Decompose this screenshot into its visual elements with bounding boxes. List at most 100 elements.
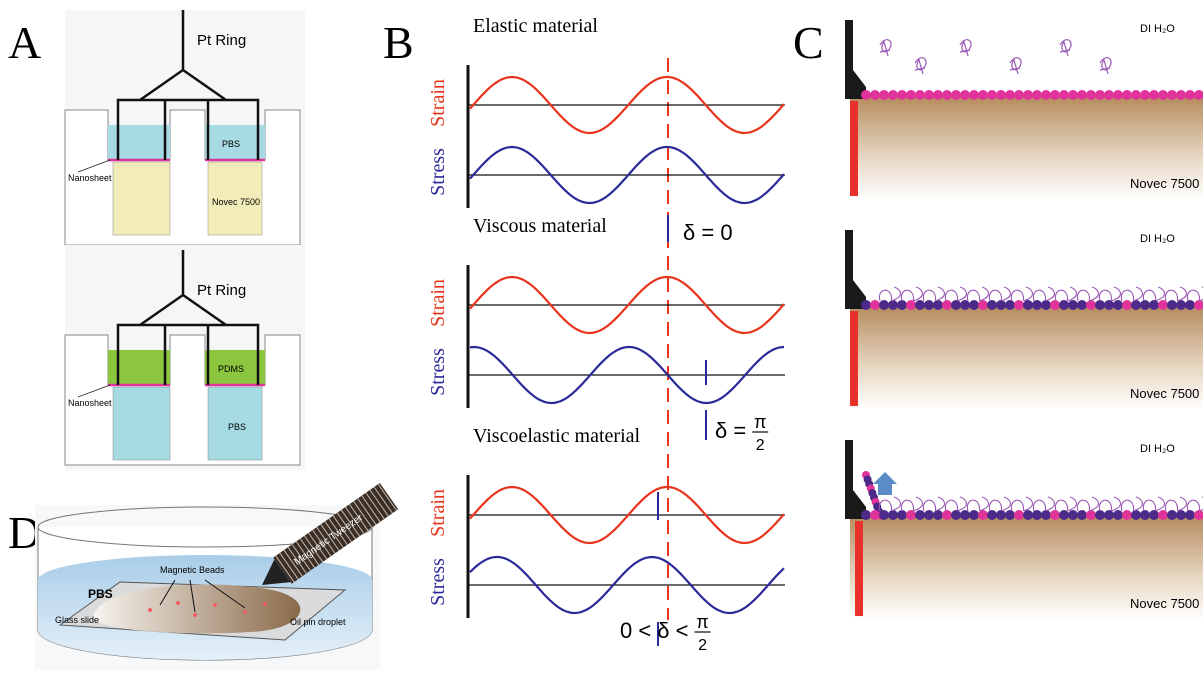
strain-label: Strain	[427, 489, 449, 537]
bead	[1095, 510, 1105, 520]
bead	[1131, 300, 1141, 310]
polymer	[1165, 497, 1186, 511]
bead	[987, 90, 997, 100]
row-title: Viscoelastic material	[473, 425, 641, 447]
polymer	[1060, 40, 1071, 56]
liquid-label: PBS	[222, 139, 240, 149]
medium-label: PBS	[88, 587, 113, 601]
bead	[888, 90, 898, 100]
bead	[1140, 300, 1150, 310]
bead	[1104, 90, 1114, 100]
liquid-label: PBS	[228, 422, 246, 432]
bead	[1095, 300, 1105, 310]
bead	[897, 300, 907, 310]
bead	[1158, 90, 1168, 100]
bead	[996, 510, 1006, 520]
polymer	[1165, 287, 1186, 301]
bead	[915, 300, 925, 310]
bead	[1104, 510, 1114, 520]
bead	[1059, 510, 1069, 520]
bead	[870, 300, 880, 310]
bead	[1041, 510, 1051, 520]
bead	[1149, 90, 1159, 100]
bead	[906, 90, 916, 100]
polymer	[923, 287, 944, 301]
bead	[1140, 510, 1150, 520]
liquid-label: PDMS	[218, 364, 244, 374]
polymer	[1055, 497, 1076, 511]
polymer	[1099, 497, 1120, 511]
probe	[845, 230, 866, 309]
phase-numerator: π	[754, 412, 766, 432]
polymer	[1099, 287, 1120, 301]
bead	[1104, 300, 1114, 310]
bead	[879, 300, 889, 310]
lower-label: Novec 7500	[1130, 596, 1199, 611]
figure: A Pt Ring PBS Nanosheet Novec 7500 Pt Ri…	[0, 0, 1203, 684]
ring-label: Pt Ring	[197, 282, 246, 299]
probe	[845, 20, 866, 99]
bead	[861, 510, 871, 520]
bead	[1185, 510, 1195, 520]
bead	[1086, 510, 1096, 520]
bead	[1131, 510, 1141, 520]
polymer	[1077, 497, 1098, 511]
liquid-label: Novec 7500	[212, 197, 260, 207]
beads-label: Magnetic Beads	[160, 565, 225, 575]
bead	[1176, 90, 1186, 100]
bead	[1068, 300, 1078, 310]
bead	[1158, 510, 1168, 520]
lower-label: Novec 7500	[1130, 176, 1199, 191]
phase-label: 0 < δ <	[620, 618, 689, 643]
bead	[1023, 300, 1033, 310]
bead	[996, 90, 1006, 100]
bead	[1176, 510, 1186, 520]
stress-label: Stress	[427, 558, 449, 606]
polymer	[1011, 497, 1032, 511]
bead	[978, 300, 988, 310]
bead	[942, 510, 952, 520]
bead	[933, 90, 943, 100]
bead	[960, 510, 970, 520]
bead	[879, 510, 889, 520]
polymer	[1010, 58, 1021, 74]
ring-label: Pt Ring	[197, 32, 246, 49]
bead	[960, 300, 970, 310]
bead	[1059, 300, 1069, 310]
bead	[969, 90, 979, 100]
panel-label: A	[8, 17, 41, 68]
bead	[1005, 90, 1015, 100]
bead	[951, 90, 961, 100]
polymer	[989, 497, 1010, 511]
phase-numerator: π	[696, 612, 708, 632]
bead	[1167, 510, 1177, 520]
bead	[1167, 90, 1177, 100]
polymer	[901, 497, 922, 511]
polymer	[880, 40, 891, 56]
bead	[1014, 300, 1024, 310]
bead	[1014, 90, 1024, 100]
bead	[1077, 300, 1087, 310]
bead	[1122, 300, 1132, 310]
bead	[888, 510, 898, 520]
upper-label: DI H₂O	[1140, 443, 1175, 455]
polymer	[1033, 497, 1054, 511]
phase-denominator: 2	[756, 437, 765, 454]
bead	[1068, 510, 1078, 520]
stress-label: Stress	[427, 148, 449, 196]
bead	[1059, 90, 1069, 100]
bead	[924, 510, 934, 520]
polymer	[1055, 287, 1076, 301]
bead	[1032, 90, 1042, 100]
bead	[879, 90, 889, 100]
lower-liquid	[113, 162, 170, 235]
bead	[915, 510, 925, 520]
bead	[1122, 510, 1132, 520]
bead	[870, 90, 880, 100]
tensiometer-diagram: Pt Ring PDMS Nanosheet PBS	[65, 245, 305, 470]
polymer	[945, 287, 966, 301]
bead	[933, 510, 943, 520]
tensiometer-diagram: Pt Ring PBS Nanosheet Novec 7500	[65, 10, 305, 245]
bead	[1113, 90, 1123, 100]
upper-label: DI H₂O	[1140, 23, 1175, 35]
